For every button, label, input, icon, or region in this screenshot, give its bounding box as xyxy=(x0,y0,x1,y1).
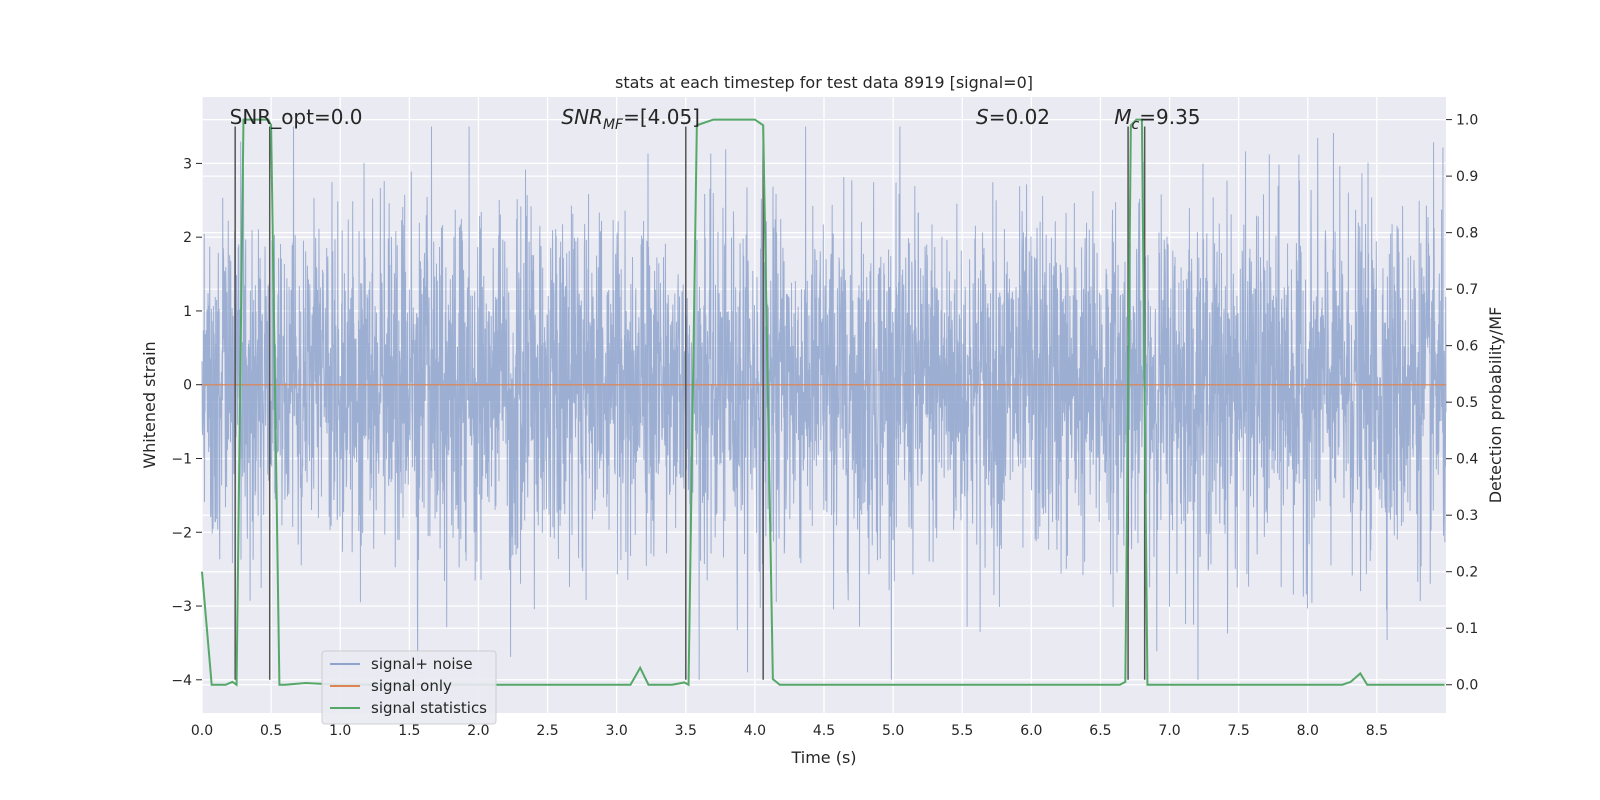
chart-title: stats at each timestep for test data 891… xyxy=(615,73,1033,92)
y-right-tick-label-2: 0.2 xyxy=(1456,565,1478,581)
legend-box xyxy=(321,650,497,725)
x-tick-label-13: 6.5 xyxy=(1089,723,1111,739)
annotation-0: SNR_opt=0.0 xyxy=(230,105,363,129)
y-right-tick-label-9: 0.9 xyxy=(1456,169,1478,185)
y-right-tick-label-1: 0.1 xyxy=(1456,621,1478,637)
x-tick-label-0: 0.0 xyxy=(191,723,213,739)
x-tick-label-7: 3.5 xyxy=(675,723,697,739)
y-tick-label-5: 1 xyxy=(183,304,192,320)
x-tick-label-5: 2.5 xyxy=(536,723,558,739)
y-right-tick-label-10: 1.0 xyxy=(1456,113,1478,129)
legend: signal+ noise signal only signal statist… xyxy=(321,650,497,725)
signal-statistics-series xyxy=(201,118,1445,687)
y-tick-label-6: 2 xyxy=(183,230,192,246)
x-tick-label-3: 1.5 xyxy=(398,723,420,739)
y-right-tick-label-7: 0.7 xyxy=(1456,282,1478,298)
x-tick-label-9: 4.5 xyxy=(813,723,835,739)
y-right-tick-label-3: 0.3 xyxy=(1456,508,1478,524)
y-tick-label-3: −1 xyxy=(171,451,192,467)
y-right-axis-label: Detection probability/MF xyxy=(1486,307,1505,504)
x-tick-label-17: 8.5 xyxy=(1366,723,1388,739)
x-tick-label-2: 1.0 xyxy=(329,723,351,739)
y-right-axis-ticks: 0.0 0.1 0.2 0.3 0.4 0.5 0.6 0.7 0.8 0.9 1.0 xyxy=(1446,113,1478,694)
y-right-tick-label-0: 0.0 xyxy=(1456,678,1478,694)
y-right-tick-label-4: 0.4 xyxy=(1456,452,1478,468)
y-tick-label-0: −4 xyxy=(171,673,192,689)
y-tick-label-7: 3 xyxy=(183,156,192,172)
legend-label-signal-only: signal only xyxy=(371,677,452,695)
legend-label-noise: signal+ noise xyxy=(371,655,473,673)
annotations: SNR_opt=0.0 SNRMF=[4.05] S=0.02 Mc=9.35 xyxy=(230,105,1201,133)
y-tick-label-1: −3 xyxy=(171,599,192,615)
legend-label-statistics: signal statistics xyxy=(371,699,487,717)
x-tick-label-4: 2.0 xyxy=(467,723,489,739)
x-axis-label: Time (s) xyxy=(790,748,856,767)
y-axis-label: Whitened strain xyxy=(140,341,159,468)
annotation-1: SNRMF=[4.05] xyxy=(561,105,700,133)
x-tick-label-10: 5.0 xyxy=(882,723,904,739)
annotation-2: S=0.02 xyxy=(976,105,1050,129)
statistics-line xyxy=(201,118,1445,687)
noise-line xyxy=(201,126,1447,680)
x-axis-ticks: 0.0 0.5 1.0 1.5 2.0 2.5 3.0 3.5 4.0 4.5 5.0 5.5 6.0 6… xyxy=(191,723,1388,739)
x-tick-label-14: 7.0 xyxy=(1158,723,1180,739)
x-tick-label-12: 6.0 xyxy=(1020,723,1042,739)
y-right-tick-label-5: 0.5 xyxy=(1456,395,1478,411)
x-tick-label-16: 8.0 xyxy=(1297,723,1319,739)
y-tick-label-2: −2 xyxy=(171,525,192,541)
y-right-tick-label-8: 0.8 xyxy=(1456,226,1478,242)
x-tick-label-11: 5.5 xyxy=(951,723,973,739)
x-tick-label-1: 0.5 xyxy=(260,723,282,739)
y-tick-label-4: 0 xyxy=(183,378,192,394)
x-tick-label-6: 3.0 xyxy=(606,723,628,739)
x-tick-label-15: 7.5 xyxy=(1228,723,1250,739)
signal-noise-series xyxy=(201,126,1447,680)
x-tick-label-8: 4.0 xyxy=(744,723,766,739)
annotation-3: Mc=9.35 xyxy=(1114,105,1200,133)
y-axis-ticks: −4 −3 −2 −1 0 1 2 3 xyxy=(171,156,202,689)
y-right-tick-label-6: 0.6 xyxy=(1456,339,1478,355)
